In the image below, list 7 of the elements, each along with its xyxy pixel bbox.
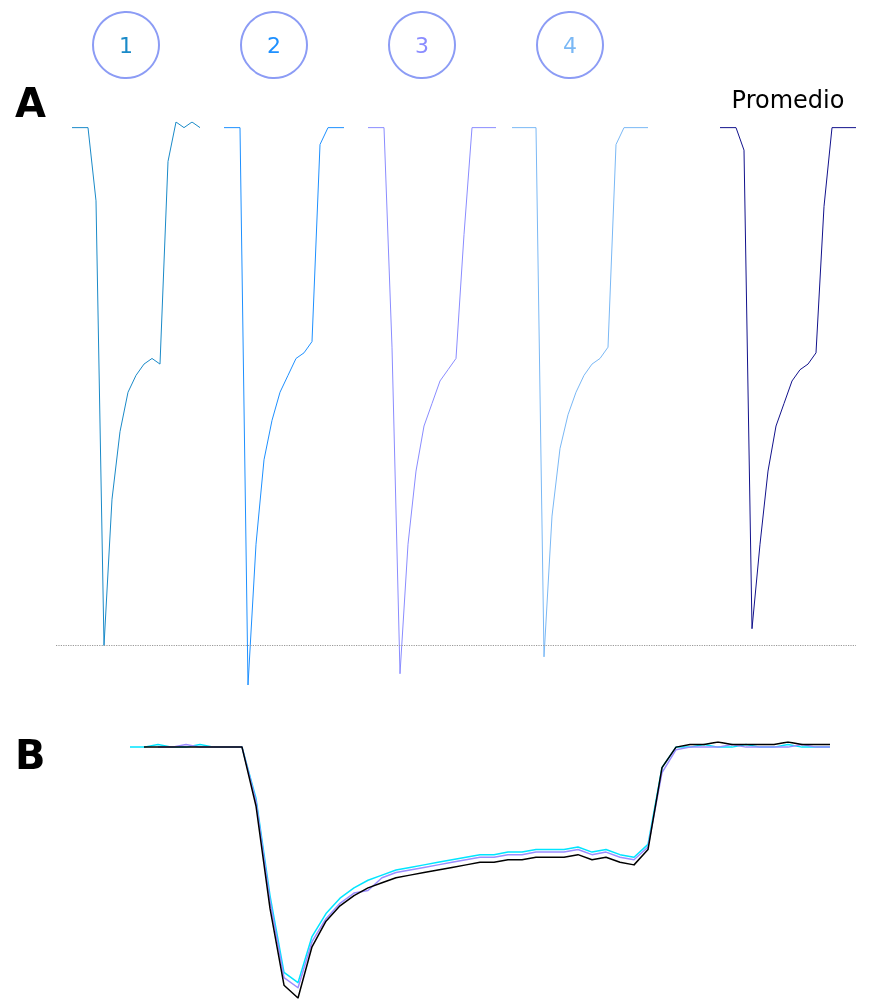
text: 2 (267, 32, 281, 58)
text: 3 (415, 32, 429, 58)
chart-title: A (15, 80, 46, 126)
chart-title: B (15, 732, 46, 778)
text: 1 (119, 32, 133, 58)
series-label: Promedio (731, 86, 845, 114)
text: 4 (563, 32, 577, 58)
